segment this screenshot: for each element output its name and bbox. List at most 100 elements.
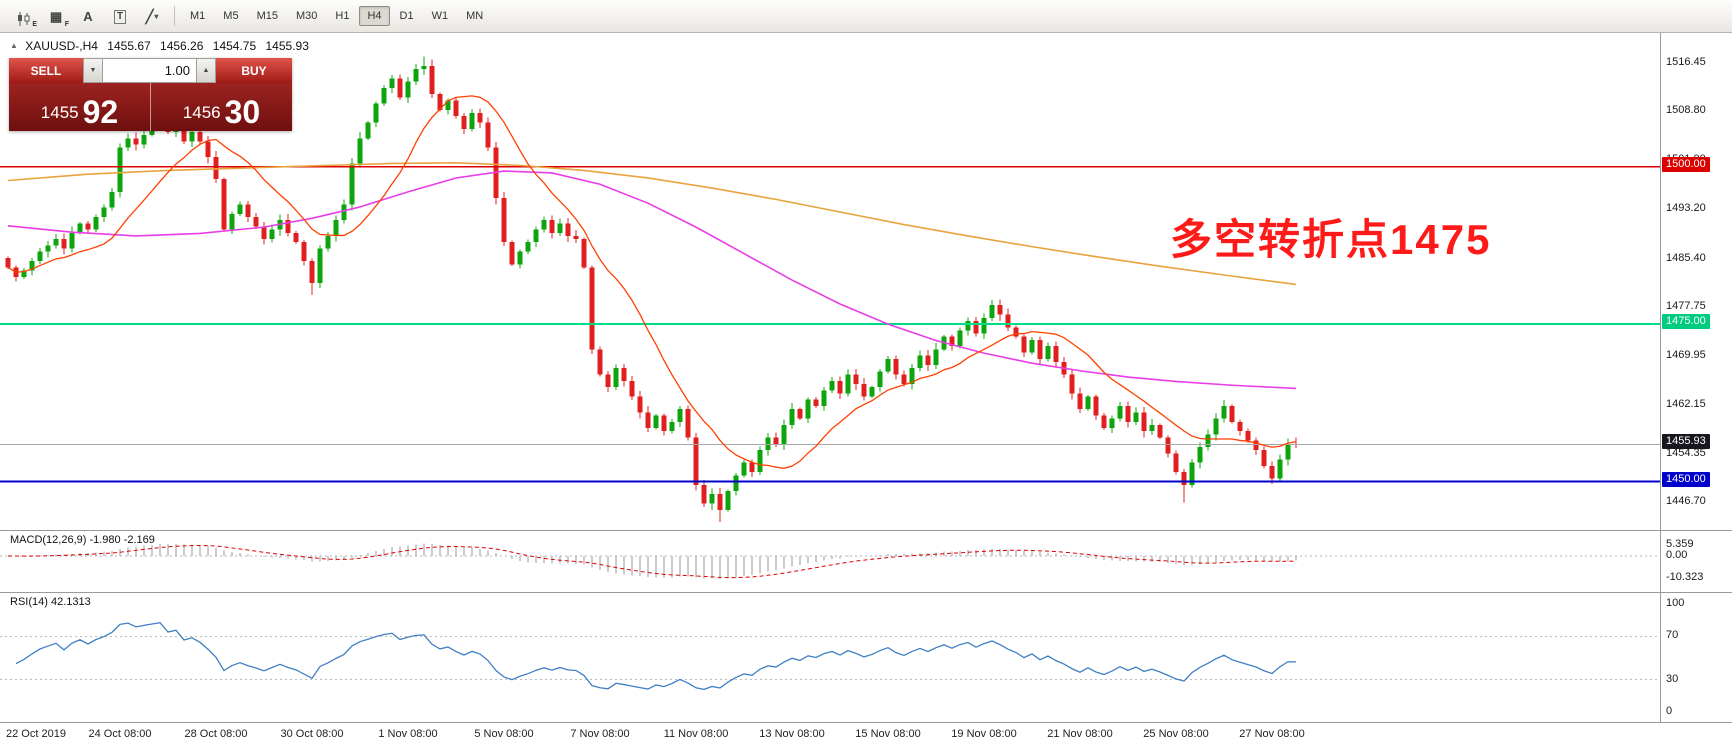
candle-body [37, 251, 43, 262]
candle-body [885, 358, 891, 372]
tf-button-m1[interactable]: M1 [190, 10, 206, 22]
rsi-panel-chart[interactable] [0, 592, 1660, 722]
price-axis-label: 1493.20 [1666, 202, 1706, 215]
date-axis-label: 19 Nov 08:00 [951, 728, 1017, 740]
candle-body [77, 223, 83, 233]
candle-body [413, 68, 419, 82]
candle-body [229, 213, 235, 230]
date-axis-label: 22 Oct 2019 [6, 728, 66, 740]
price-axis-label: 1462.15 [1666, 398, 1706, 411]
candle-body [677, 409, 683, 422]
tf-button-m30[interactable]: M30 [295, 10, 318, 22]
candle-body [581, 239, 587, 268]
one-click-trade-panel: SELL ▼ ▲ BUY 1455 92 1456 30 [9, 58, 292, 131]
candle-body [845, 374, 851, 394]
price-axis-label: 1454.35 [1666, 447, 1706, 460]
candle-body [589, 267, 595, 350]
tf-button-w1[interactable]: W1 [431, 10, 449, 22]
volume-increase-button[interactable]: ▲ [196, 58, 216, 83]
candle-body [85, 223, 91, 230]
candle-body [445, 100, 451, 110]
candle-body [285, 220, 291, 233]
tf-button-h1[interactable]: H1 [335, 10, 350, 22]
ohlc-high: 1456.26 [160, 39, 204, 53]
sell-price-display[interactable]: 1455 92 [9, 83, 151, 131]
candle-body [749, 462, 755, 473]
candle-body [1269, 465, 1275, 479]
rsi-line [15, 622, 1297, 691]
candle-body [381, 87, 387, 104]
candle-body [717, 494, 723, 510]
candle-body [997, 305, 1003, 315]
candle-body [373, 103, 379, 123]
candle-body [1069, 374, 1075, 394]
candle-body [789, 409, 795, 425]
price-badge: 1475.00 [1662, 314, 1710, 330]
candle-body [565, 223, 571, 236]
candle-body [293, 232, 299, 243]
date-axis-label: 25 Nov 08:00 [1143, 728, 1209, 740]
candle-body [669, 421, 675, 432]
date-axis-label: 1 Nov 08:00 [378, 728, 438, 740]
candle-body [69, 232, 75, 249]
sell-button[interactable]: SELL [9, 58, 83, 83]
candle-body [757, 450, 763, 473]
candle-body [1045, 346, 1051, 359]
indicator-grid-icon[interactable]: ▦ F [49, 9, 69, 28]
price-badge: 1455.93 [1662, 434, 1710, 450]
volume-decrease-button[interactable]: ▼ [83, 58, 103, 83]
toolbar-separator [174, 6, 175, 26]
candle-body [821, 390, 827, 407]
chevron-down-icon: ▾ [154, 12, 159, 21]
template-tool-icon[interactable]: T [106, 4, 134, 28]
volume-input[interactable] [103, 58, 196, 83]
candle-body [117, 147, 123, 192]
candle-body [1037, 339, 1043, 359]
candle-body [805, 399, 811, 419]
sell-price-pips: 92 [82, 93, 119, 130]
candle-body [1189, 462, 1195, 485]
candle-body [709, 494, 715, 504]
text-tool-icon[interactable]: A [83, 9, 93, 24]
date-axis-label: 24 Oct 08:00 [88, 728, 152, 740]
candle-body [309, 261, 315, 284]
candle-body [1109, 418, 1115, 429]
candle-body [597, 349, 603, 375]
trendline-tool-icon[interactable]: ╱ ▾ [138, 4, 166, 28]
candle-body [29, 261, 35, 271]
tf-button-d1[interactable]: D1 [399, 10, 414, 22]
toolbar: E ▦ F A T ╱ ▾ M1 M5 M15 M30 H1 H4 D1 W1 … [0, 0, 1732, 33]
tf-button-mn[interactable]: MN [466, 10, 484, 22]
chart-text-annotation[interactable]: 多空转折点1475 [1170, 216, 1492, 263]
tf-button-h4[interactable]: H4 [359, 6, 390, 26]
candle-body [477, 113, 483, 123]
candle-body [469, 113, 475, 129]
chart-bars-icon[interactable]: E [10, 4, 38, 28]
price-badge: 1450.00 [1662, 471, 1710, 487]
candle-body [933, 349, 939, 366]
tf-button-m5[interactable]: M5 [223, 10, 239, 22]
buy-button[interactable]: BUY [216, 58, 292, 83]
candle-body [1077, 393, 1083, 410]
candle-body [629, 380, 635, 397]
candle-body [1205, 434, 1211, 447]
tf-button-m15[interactable]: M15 [256, 10, 278, 22]
rsi-axis-label: 100 [1666, 597, 1685, 609]
candle-body [605, 374, 611, 388]
price-chart[interactable] [0, 33, 1660, 530]
date-axis-label: 11 Nov 08:00 [663, 728, 729, 740]
candle-body [437, 94, 443, 110]
candle-body [1221, 406, 1227, 419]
macd-panel-chart[interactable] [0, 530, 1660, 592]
rsi-label: RSI(14) 42.1313 [10, 596, 91, 608]
ma-mid-line [7, 170, 1297, 390]
date-axis-label: 30 Oct 08:00 [280, 728, 344, 740]
candle-body [253, 217, 259, 227]
candle-body [1173, 453, 1179, 473]
candle-body [1021, 336, 1027, 353]
buy-price-display[interactable]: 1456 30 [151, 83, 292, 131]
candle-body [701, 484, 707, 504]
candle-body [1005, 314, 1011, 328]
candle-body [685, 409, 691, 438]
candle-body [981, 317, 987, 334]
